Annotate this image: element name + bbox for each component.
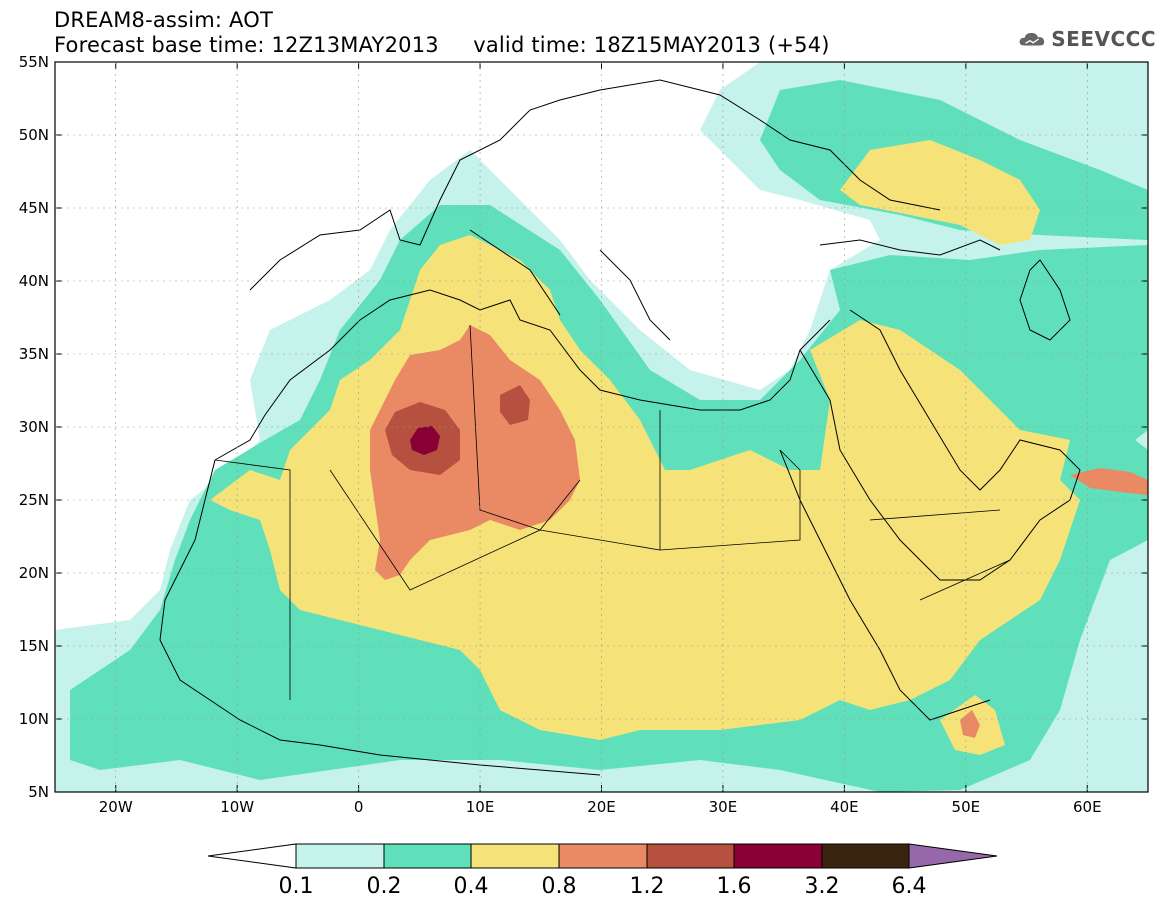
lon-label: 10E <box>466 798 495 816</box>
aot-band-0.8 <box>1070 468 1148 495</box>
west-africa-coast <box>159 459 601 776</box>
map-title: DREAM8-assim: AOT <box>54 8 273 32</box>
lon-label: 20W <box>99 798 133 816</box>
colorbar-label: 1.6 <box>717 874 752 899</box>
caspian-coast <box>1019 259 1071 341</box>
aot-band-0.4 <box>210 140 1080 755</box>
colorbar-high-triangle <box>908 843 998 869</box>
colorbar-segment-1.6 <box>733 843 823 869</box>
longitude-axis: 20W 10W 0 10E 20E 30E 40E 50E 60E <box>99 62 1102 816</box>
lat-label: 55N <box>19 53 49 71</box>
colorbar-label: 3.2 <box>805 874 840 899</box>
lat-label: 50N <box>19 126 49 144</box>
lon-label: 60E <box>1073 798 1102 816</box>
colorbar-label: 1.2 <box>630 874 665 899</box>
colorbar-segment-0.8 <box>558 843 648 869</box>
colorbar-segment-0.2 <box>383 843 472 869</box>
colorbar-label: 6.4 <box>892 874 927 899</box>
lat-label: 5N <box>28 783 49 801</box>
colorbar-label: 0.1 <box>279 874 314 899</box>
black-sea-coast <box>819 239 1001 256</box>
colorbar-segment-3.2 <box>821 843 910 869</box>
north-africa-coast <box>214 289 831 461</box>
lat-label: 25N <box>19 491 49 509</box>
seevccc-logo: SEEVCCC <box>1018 20 1156 58</box>
colorbar-segment-1.2 <box>646 843 735 869</box>
lon-label: 30E <box>709 798 738 816</box>
lat-label: 45N <box>19 199 49 217</box>
cloud-icon <box>1019 32 1045 46</box>
logo-text: SEEVCCC <box>1051 27 1156 51</box>
lat-label: 35N <box>19 345 49 363</box>
colorbar: 0.1 0.2 0.4 0.8 1.2 1.6 3.2 6.4 <box>207 843 998 899</box>
lon-label: 40E <box>830 798 859 816</box>
lat-label: 40N <box>19 272 49 290</box>
colorbar-label: 0.8 <box>542 874 577 899</box>
lat-label: 15N <box>19 637 49 655</box>
balkans-coast <box>599 249 671 341</box>
lat-label: 20N <box>19 564 49 582</box>
aot-band-1.6 <box>410 426 440 455</box>
arabian-peninsula-coast <box>799 309 1081 581</box>
forecast-time-subtitle: Forecast base time: 12Z13MAY2013 valid t… <box>54 33 830 57</box>
aot-band-0.8 <box>370 325 580 580</box>
country-borders <box>214 324 1011 700</box>
lat-label: 30N <box>19 418 49 436</box>
lat-label: 10N <box>19 710 49 728</box>
colorbar-low-triangle <box>207 843 297 869</box>
lon-label: 10W <box>220 798 254 816</box>
red-sea-coast <box>779 449 991 721</box>
lon-label: 0 <box>354 798 364 816</box>
colorbar-label: 0.2 <box>367 874 402 899</box>
italy-coast <box>469 229 561 316</box>
europe-coast <box>249 79 941 291</box>
lon-label: 50E <box>952 798 981 816</box>
latitude-axis: 55N 50N 45N 40N 35N 30N 25N 20N 15N 10N 5N <box>19 53 1148 801</box>
colorbar-label: 0.4 <box>454 874 489 899</box>
gridlines <box>55 62 1148 792</box>
coastlines <box>159 79 1081 776</box>
lon-label: 20E <box>587 798 616 816</box>
colorbar-segment-0.4 <box>470 843 560 869</box>
colorbar-segment-0.1 <box>295 843 385 869</box>
aot-band-0.8 <box>960 710 980 738</box>
